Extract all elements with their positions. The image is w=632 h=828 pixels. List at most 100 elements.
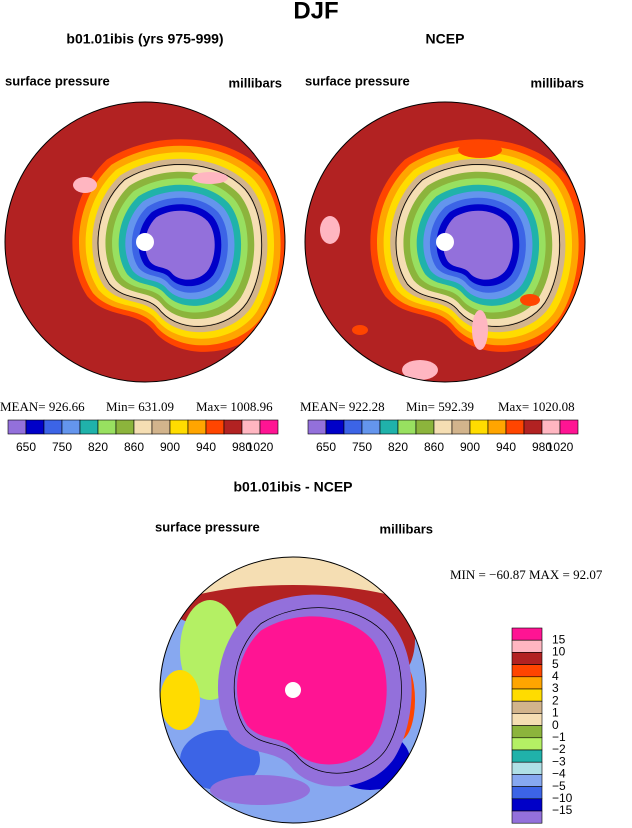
contour <box>352 325 368 335</box>
stat: MEAN= 922.28 <box>300 399 385 414</box>
colorbar-label: 820 <box>388 440 408 454</box>
panel-right-label: millibars <box>380 521 433 536</box>
colorbar-box <box>415 419 435 435</box>
colorbar-box <box>511 700 543 714</box>
colorbar-box <box>325 419 345 435</box>
colorbar-box <box>511 761 543 775</box>
colorbar-box <box>451 419 471 435</box>
contour <box>192 172 228 184</box>
colorbar-box <box>469 419 489 435</box>
contour <box>210 775 310 805</box>
colorbar-box <box>511 676 543 690</box>
colorbar-label: 2 <box>552 693 559 707</box>
colorbar-label: 0 <box>552 718 559 732</box>
colorbar-label: −5 <box>552 779 566 793</box>
colorbar-box <box>133 419 153 435</box>
contour <box>320 216 340 244</box>
colorbar-box <box>307 419 327 435</box>
colorbar-box <box>7 419 27 435</box>
colorbar-label: 940 <box>496 440 516 454</box>
colorbar-box <box>97 419 117 435</box>
colorbar-label: −4 <box>552 767 566 781</box>
colorbar-box <box>505 419 525 435</box>
panel-left-label: surface pressure <box>305 73 410 88</box>
colorbar-box <box>241 419 261 435</box>
map <box>305 102 585 382</box>
colorbar-label: −15 <box>552 803 573 817</box>
colorbar-label: 5 <box>552 657 559 671</box>
contour <box>160 670 200 730</box>
colorbar-box <box>511 737 543 751</box>
contour <box>73 177 97 193</box>
colorbar-label: 750 <box>52 440 72 454</box>
colorbar-box <box>487 419 507 435</box>
colorbar-label: 860 <box>124 440 144 454</box>
colorbar-label: 980 <box>232 440 252 454</box>
colorbar-box <box>379 419 399 435</box>
stat: MIN = −60.87 MAX = 92.07 <box>450 567 603 582</box>
colorbar-label: 650 <box>316 440 336 454</box>
pole <box>136 233 154 251</box>
colorbar-box <box>511 713 543 726</box>
panel-right-label: millibars <box>531 75 584 90</box>
map <box>5 102 285 382</box>
colorbar-box <box>151 419 171 435</box>
colorbar-label: 750 <box>352 440 372 454</box>
colorbar-box <box>511 749 543 763</box>
colorbar-label: 900 <box>160 440 180 454</box>
colorbar-label: −3 <box>552 754 566 768</box>
panel-left-label: surface pressure <box>155 519 260 534</box>
colorbar-box <box>223 419 243 435</box>
colorbar-label: 900 <box>460 440 480 454</box>
map-border <box>4 101 286 383</box>
colorbar-box <box>523 419 543 435</box>
colorbar-box <box>79 419 99 435</box>
pole <box>285 682 301 698</box>
colorbar-label: 1020 <box>247 440 274 454</box>
colorbar-box <box>511 810 543 824</box>
stat: Min= 631.09 <box>106 399 174 414</box>
colorbar-label: 980 <box>532 440 552 454</box>
contour <box>402 360 438 380</box>
panel-title: NCEP <box>426 31 465 47</box>
colorbar-box <box>259 419 279 435</box>
colorbar-box <box>115 419 135 435</box>
colorbar-label: −2 <box>552 742 566 756</box>
colorbar-box <box>511 786 543 800</box>
colorbar-box <box>397 419 417 435</box>
colorbar-label: 1020 <box>547 440 574 454</box>
stat: Max= 1020.08 <box>498 399 575 414</box>
map-border <box>159 556 427 824</box>
figure-title: DJF <box>293 0 338 24</box>
colorbar-box <box>25 419 45 435</box>
colorbar-label: 10 <box>552 645 566 659</box>
colorbar-box <box>511 652 543 665</box>
colorbar-box <box>511 627 543 641</box>
colorbar-label: −10 <box>552 791 573 805</box>
map-border <box>304 101 586 383</box>
panel-title: b01.01ibis - NCEP <box>233 479 352 495</box>
panel-left-label: surface pressure <box>5 73 110 88</box>
map <box>160 557 426 823</box>
colorbar-box <box>559 419 579 435</box>
contour <box>180 730 260 790</box>
colorbar-box <box>511 774 543 787</box>
stat: Max= 1008.96 <box>196 399 273 414</box>
colorbar-box <box>43 419 63 435</box>
colorbar-box <box>511 664 543 678</box>
colorbar-box <box>511 639 543 653</box>
colorbar-label: 3 <box>552 681 559 695</box>
colorbar-label: 1 <box>552 706 559 720</box>
contour <box>458 142 502 158</box>
colorbar-box <box>433 419 453 435</box>
colorbar-box <box>343 419 363 435</box>
colorbar-label: −1 <box>552 730 566 744</box>
colorbar-box <box>541 419 561 435</box>
colorbar-label: 4 <box>552 669 559 683</box>
colorbar-box <box>61 419 81 435</box>
colorbar-label: 650 <box>16 440 36 454</box>
colorbar-label: 820 <box>88 440 108 454</box>
panel-right-label: millibars <box>229 75 282 90</box>
